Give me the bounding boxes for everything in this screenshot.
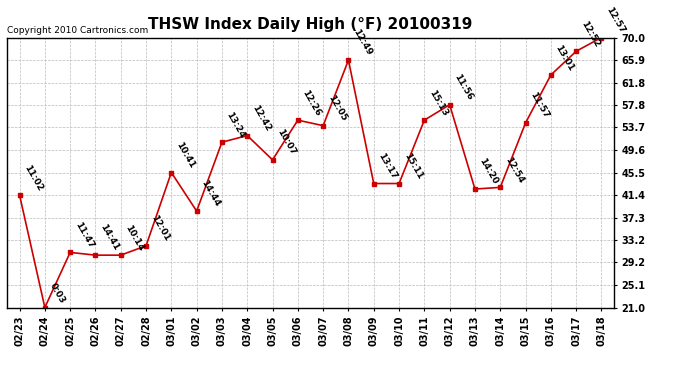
Text: 12:49: 12:49 (351, 28, 373, 57)
Text: 0:03: 0:03 (48, 281, 66, 305)
Text: 10:07: 10:07 (275, 128, 297, 157)
Text: 12:57: 12:57 (604, 5, 627, 35)
Text: 11:47: 11:47 (73, 220, 95, 250)
Text: 14:41: 14:41 (98, 223, 121, 252)
Text: 15:11: 15:11 (402, 152, 424, 181)
Text: 12:05: 12:05 (326, 94, 348, 123)
Text: 13:17: 13:17 (377, 152, 399, 181)
Text: 13:01: 13:01 (553, 43, 575, 72)
Text: 12:54: 12:54 (503, 155, 525, 184)
Text: 10:14: 10:14 (124, 223, 146, 252)
Text: 12:01: 12:01 (149, 214, 171, 243)
Text: 11:56: 11:56 (453, 73, 475, 102)
Text: THSW Index Daily High (°F) 20100319: THSW Index Daily High (°F) 20100319 (148, 17, 473, 32)
Text: 12:42: 12:42 (250, 104, 272, 133)
Text: 12:52: 12:52 (579, 19, 601, 48)
Text: 14:20: 14:20 (477, 157, 500, 186)
Text: 10:41: 10:41 (174, 140, 196, 170)
Text: Copyright 2010 Cartronics.com: Copyright 2010 Cartronics.com (7, 26, 148, 35)
Text: 11:57: 11:57 (529, 91, 551, 120)
Text: 15:13: 15:13 (427, 88, 449, 117)
Text: 14:44: 14:44 (199, 178, 221, 208)
Text: 11:02: 11:02 (22, 163, 44, 192)
Text: 13:24: 13:24 (225, 110, 247, 140)
Text: 12:26: 12:26 (301, 88, 323, 117)
